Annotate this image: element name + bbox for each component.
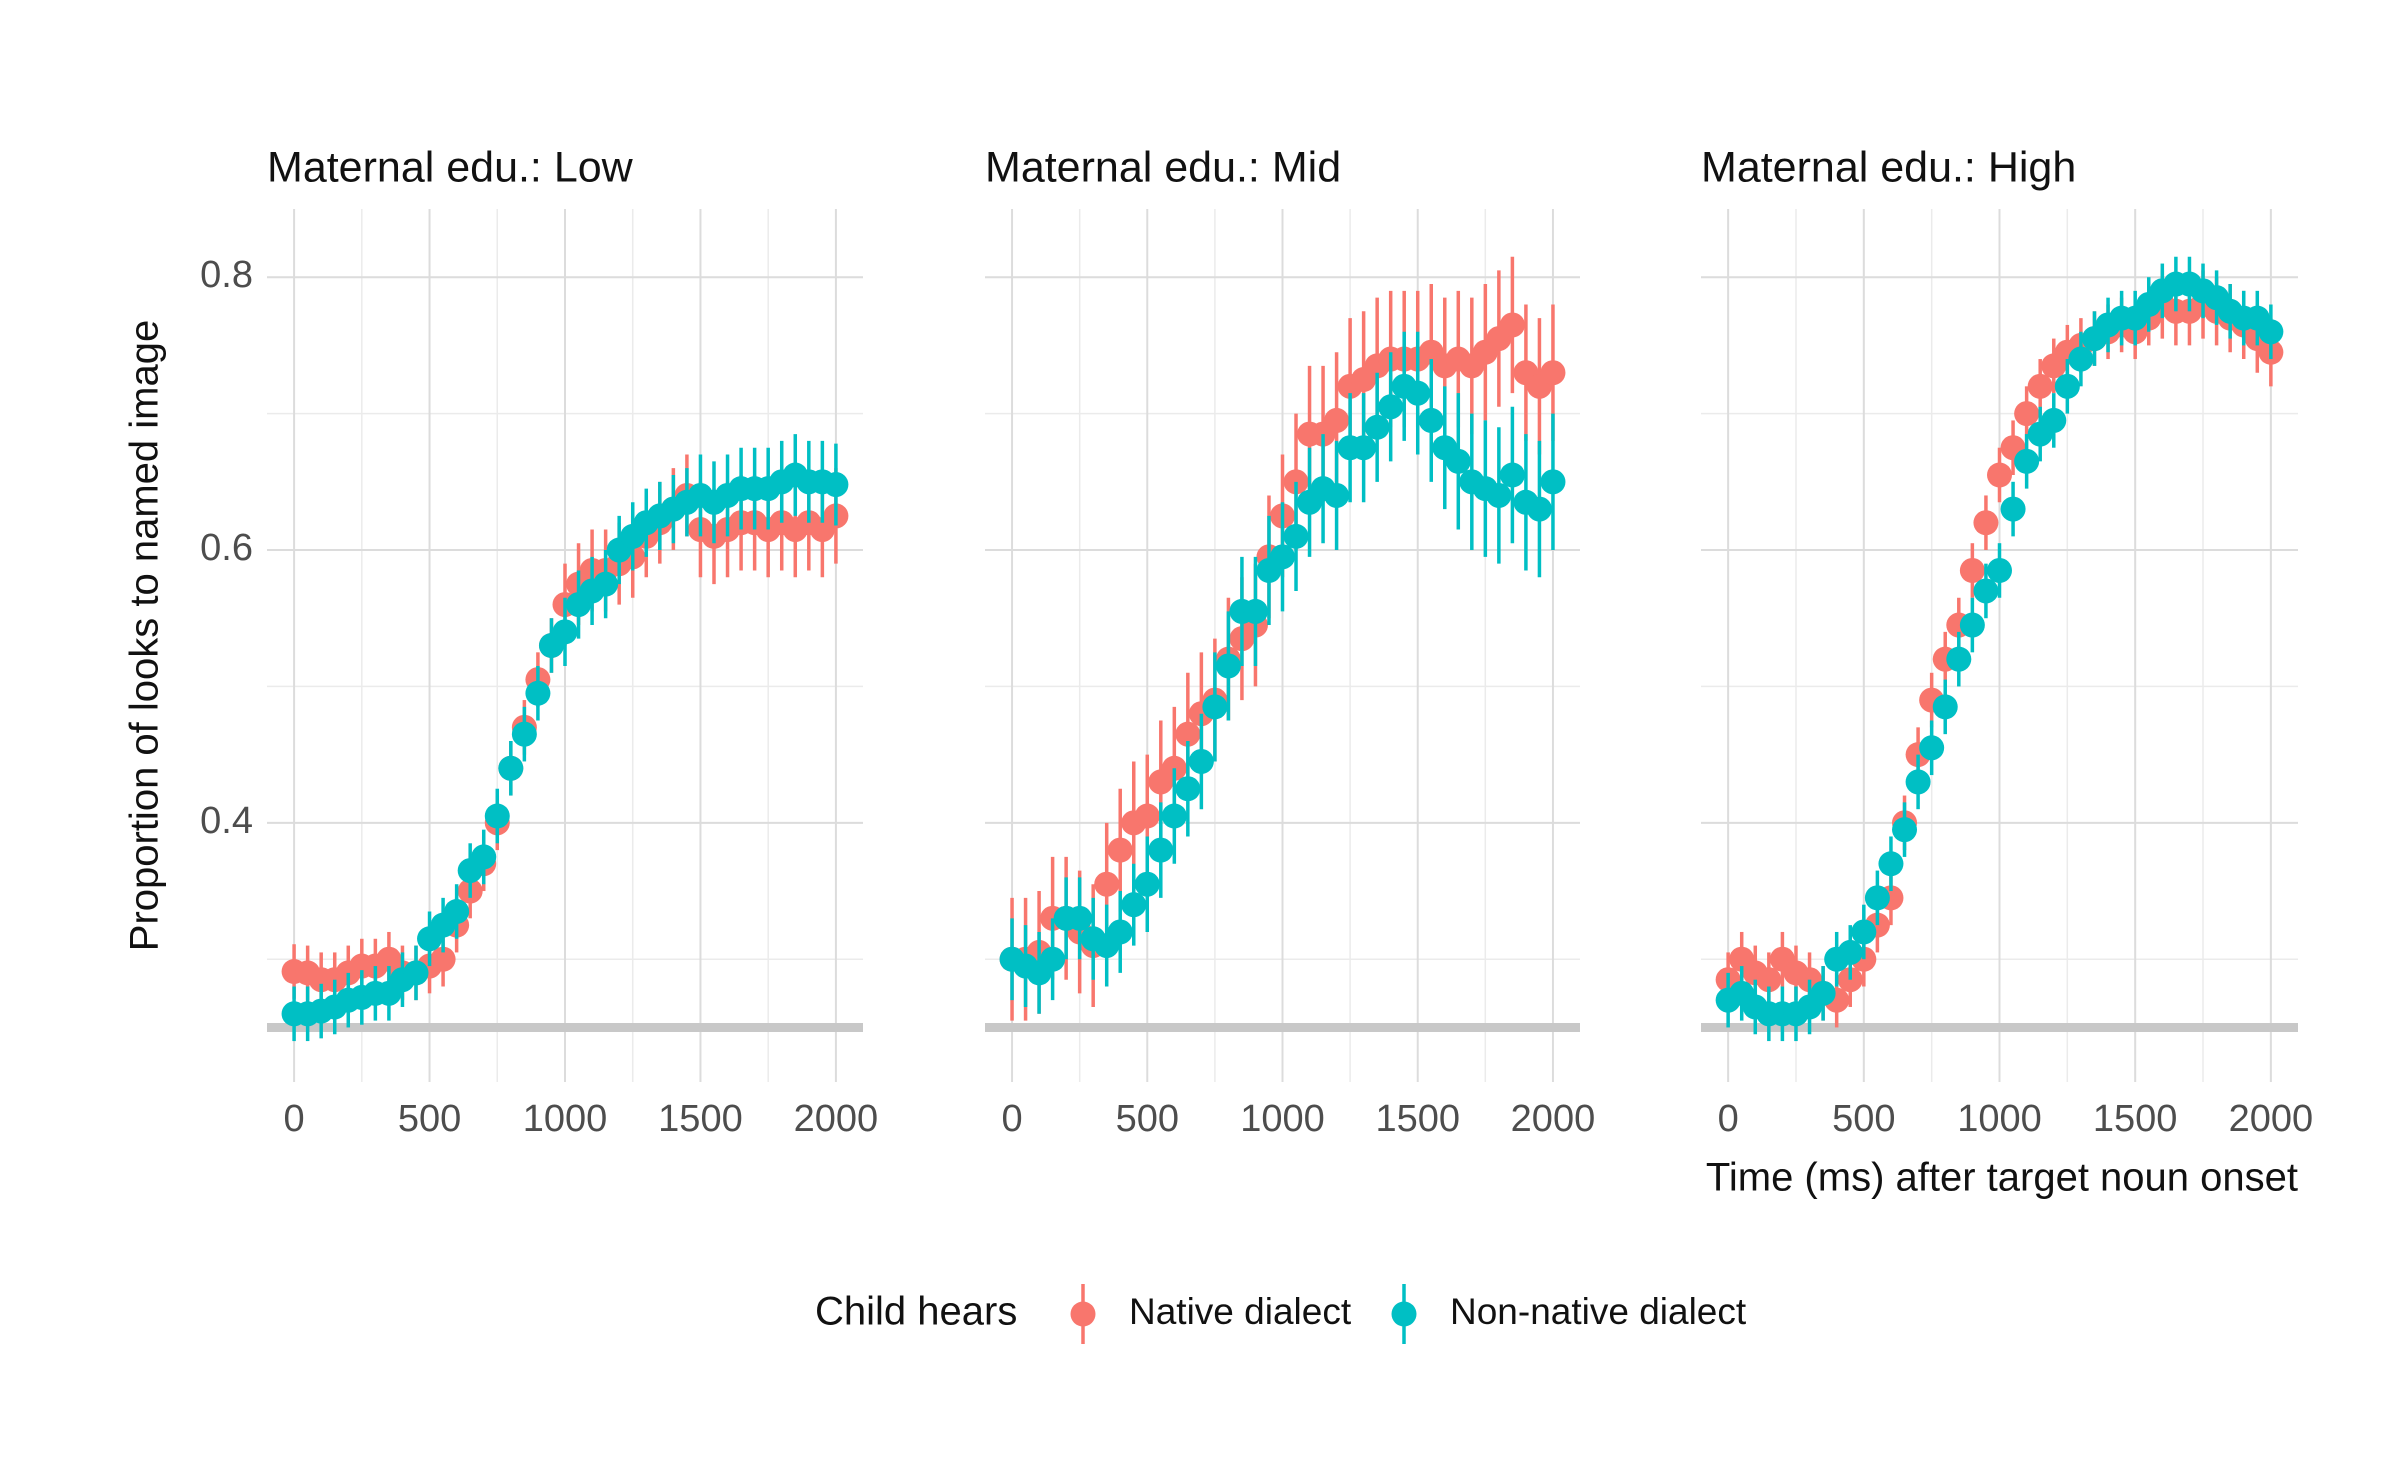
point	[1351, 435, 1377, 461]
point	[1892, 817, 1918, 843]
point	[1905, 769, 1931, 795]
legend-key	[1391, 1301, 1417, 1327]
point	[1756, 967, 1782, 993]
point	[823, 472, 849, 498]
x-tick-label: 500	[398, 1098, 461, 1140]
x-tick-label: 500	[1832, 1098, 1895, 1140]
point	[1499, 312, 1525, 338]
point	[403, 960, 429, 986]
point	[2258, 319, 2284, 345]
point	[1987, 462, 2012, 488]
x-tick-label: 1000	[1957, 1098, 2042, 1140]
point	[1526, 496, 1552, 522]
point	[1959, 612, 1985, 638]
point	[484, 803, 510, 829]
point	[2041, 407, 2067, 433]
point	[1946, 646, 1972, 672]
point	[1121, 892, 1147, 918]
point	[498, 755, 524, 781]
point	[552, 619, 578, 645]
point	[1040, 946, 1066, 972]
x-tick-label: 1500	[658, 1098, 743, 1140]
point	[1067, 905, 1093, 931]
point	[1148, 837, 1174, 863]
panel-title: Maternal edu.: Mid	[985, 143, 1341, 191]
x-tick-label: 1000	[1240, 1098, 1325, 1140]
point	[1134, 803, 1160, 829]
point	[1540, 469, 1566, 495]
point	[2068, 346, 2094, 372]
point	[511, 721, 537, 747]
point	[1175, 776, 1201, 802]
point	[1973, 510, 1999, 536]
point	[1242, 598, 1268, 624]
point	[525, 680, 551, 706]
point	[1270, 544, 1295, 570]
point	[1405, 380, 1431, 406]
x-tick-label: 2000	[2229, 1098, 2314, 1140]
point	[1107, 837, 1133, 863]
point	[2054, 373, 2080, 399]
point	[1094, 871, 1120, 897]
point	[1445, 448, 1471, 474]
point	[1864, 885, 1890, 911]
point	[471, 844, 497, 870]
point	[1851, 919, 1877, 945]
legend-item: Native dialect	[1070, 1284, 1352, 1344]
point	[1175, 721, 1201, 747]
y-tick-label: 0.4	[200, 800, 253, 842]
legend-label: Non-native dialect	[1450, 1291, 1747, 1332]
point	[2000, 496, 2026, 522]
panel-title: Maternal edu.: High	[1701, 143, 2076, 191]
point	[2027, 373, 2053, 399]
point	[1418, 407, 1444, 433]
x-tick-label: 0	[284, 1098, 305, 1140]
point	[1499, 462, 1525, 488]
legend-key	[1070, 1301, 1096, 1327]
x-tick-label: 1500	[1375, 1098, 1460, 1140]
x-tick-label: 500	[1116, 1098, 1179, 1140]
x-axis-label: Time (ms) after target noun onset	[1706, 1156, 2298, 1200]
point	[444, 898, 470, 924]
point	[1364, 414, 1390, 440]
y-tick-label: 0.8	[200, 254, 253, 296]
y-axis-label: Proportion of looks to named image	[123, 320, 167, 951]
point	[1837, 939, 1863, 965]
point	[1987, 557, 2012, 583]
point	[1134, 871, 1160, 897]
x-tick-label: 0	[1001, 1098, 1022, 1140]
x-tick-label: 1500	[2093, 1098, 2178, 1140]
point	[1161, 803, 1187, 829]
point	[2014, 401, 2040, 427]
point	[1188, 748, 1214, 774]
point	[1959, 557, 1985, 583]
legend-label: Native dialect	[1129, 1291, 1352, 1332]
panel-title: Maternal edu.: Low	[267, 143, 634, 191]
point	[1107, 919, 1133, 945]
point	[1932, 694, 1958, 720]
point	[1878, 851, 1904, 877]
point	[1202, 694, 1228, 720]
x-tick-label: 1000	[523, 1098, 608, 1140]
point	[1810, 980, 1836, 1006]
y-tick-label: 0.6	[200, 527, 253, 569]
point	[1378, 394, 1404, 420]
x-tick-label: 2000	[1511, 1098, 1596, 1140]
point	[1324, 407, 1350, 433]
point	[1215, 653, 1241, 679]
point	[1919, 735, 1945, 761]
point	[593, 571, 619, 597]
point	[1324, 482, 1350, 508]
legend-title: Child hears	[815, 1290, 1017, 1334]
point	[1283, 523, 1309, 549]
legend-item: Non-native dialect	[1391, 1284, 1747, 1344]
x-tick-label: 0	[1718, 1098, 1739, 1140]
point	[2014, 448, 2040, 474]
point	[1540, 360, 1566, 386]
x-tick-label: 2000	[794, 1098, 879, 1140]
point	[1973, 578, 1999, 604]
point	[430, 946, 456, 972]
point	[1486, 482, 1512, 508]
